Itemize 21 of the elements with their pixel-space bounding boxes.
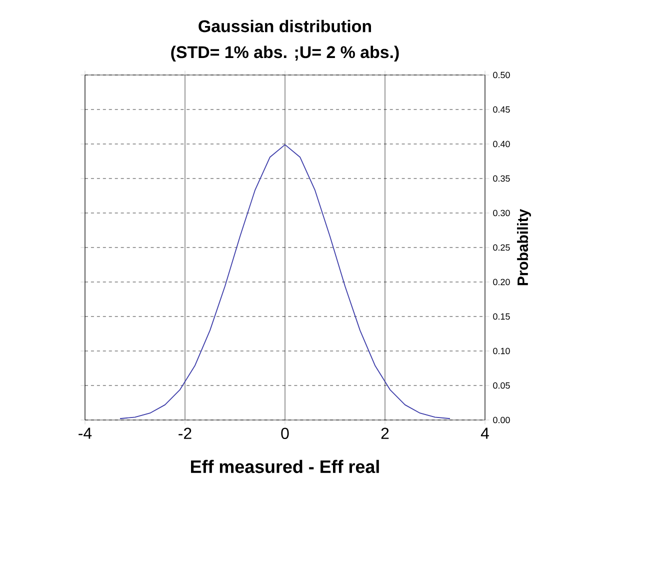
y-tick-label: 0.50	[493, 72, 510, 78]
line-series	[120, 144, 450, 420]
y-tick-label: 0.10	[493, 348, 510, 354]
x-tick-label: 0	[281, 428, 289, 440]
y-tick-label: 0.35	[493, 175, 510, 182]
y-axis-title: Probability	[517, 208, 531, 286]
x-axis-title: Eff measured - Eff real	[191, 460, 379, 474]
y-tick-label: 0.45	[493, 106, 510, 113]
chart-title: Gaussian distribution	[198, 20, 371, 32]
x-tick-label: -2	[178, 428, 192, 439]
y-tick-label: 0.40	[493, 140, 510, 148]
y-tick-label: 0.20	[493, 278, 510, 286]
y-tick-label: 0.00	[493, 416, 510, 424]
y-tick-label: 0.15	[493, 313, 510, 320]
x-tick-label: 2	[381, 428, 389, 439]
chart-subtitle: (STD= 1% abs. ;U= 2 % abs.)	[171, 46, 399, 62]
y-tick-label: 0.05	[493, 382, 510, 389]
y-tick-label: 0.30	[493, 210, 510, 216]
x-tick-label: 4	[480, 428, 489, 439]
x-tick-label: -4	[78, 428, 92, 439]
y-tick-label: 0.25	[493, 244, 510, 251]
